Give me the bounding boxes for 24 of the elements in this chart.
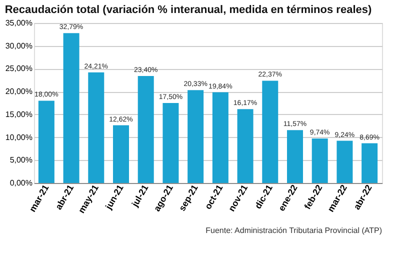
- bar: [63, 33, 80, 183]
- bar: [336, 140, 353, 183]
- bar: [162, 103, 179, 183]
- source-note: Fuente: Administración Tributaria Provincial (ATP): [206, 226, 382, 235]
- chart-title: Recaudación total (variación % interanual, medida en términos reales): [4, 4, 372, 16]
- y-tick-label: 15,00%: [5, 110, 32, 119]
- bar: [88, 72, 104, 183]
- y-tick-label: 20,00%: [5, 87, 32, 96]
- y-tick-label: 30,00%: [5, 41, 32, 50]
- bar: [138, 76, 154, 183]
- bar: [212, 92, 228, 183]
- y-tick-label: 25,00%: [5, 64, 32, 74]
- y-tick-label: 10,00%: [5, 132, 32, 142]
- bar: [262, 80, 278, 183]
- y-tick-label: 0,00%: [10, 178, 32, 188]
- bar: [113, 125, 129, 183]
- bar: [237, 109, 254, 183]
- bar: [287, 130, 303, 183]
- y-tick-label: 35,00%: [5, 18, 32, 28]
- bar: [188, 90, 204, 183]
- bar: [312, 138, 328, 183]
- y-tick-label: 5,00%: [10, 156, 32, 165]
- bar: [38, 100, 54, 183]
- bar: [362, 143, 378, 183]
